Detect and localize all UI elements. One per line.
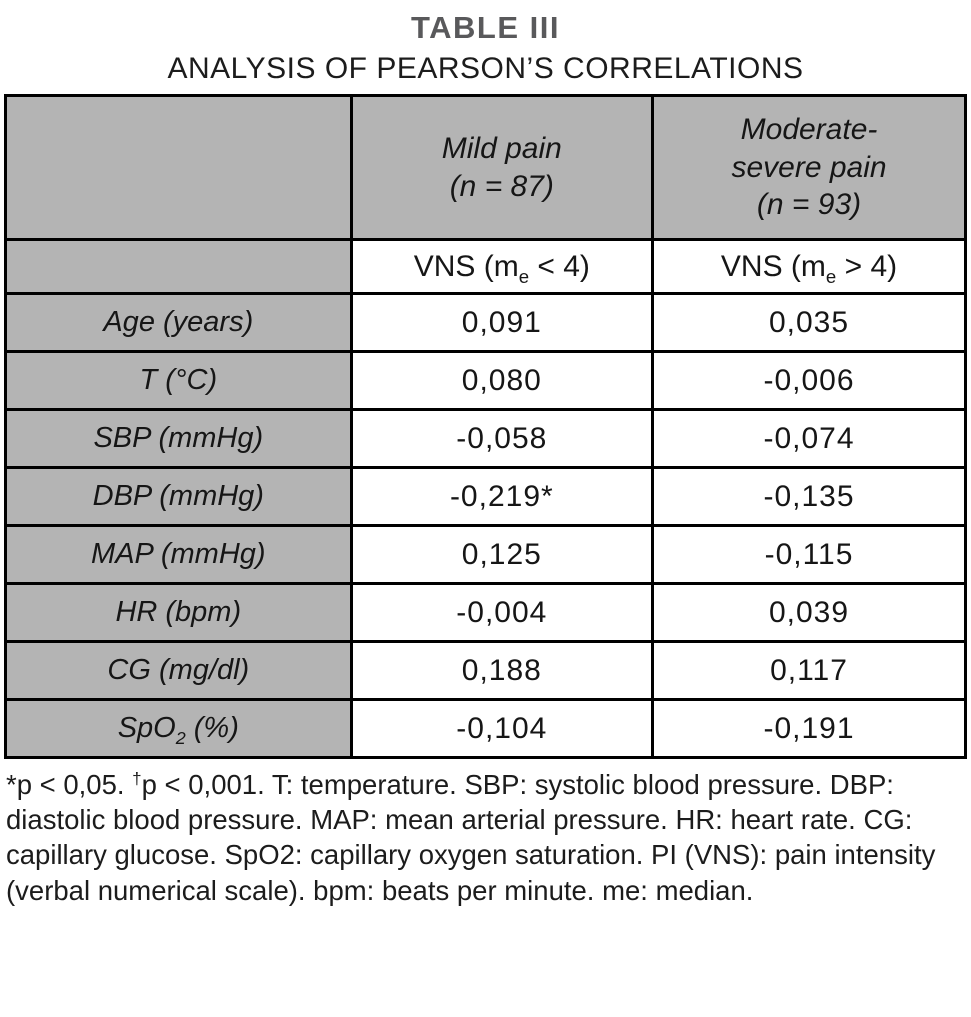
- group-header-row: Mild pain (n = 87) Moderate- severe pain…: [4, 94, 967, 241]
- vns-corner-cell: [4, 238, 353, 295]
- row-label-text: SpO: [117, 712, 176, 744]
- row-label-text: SBP (mmHg): [93, 422, 264, 454]
- dagger-symbol: †: [132, 768, 142, 788]
- correlation-value-modsev: 0,035: [651, 292, 967, 353]
- row-label: T (°C): [4, 350, 353, 411]
- vns-subscript: e: [518, 265, 530, 287]
- correlation-value-mild: 0,125: [349, 524, 655, 585]
- footnote-text: *p < 0,05.: [6, 769, 133, 800]
- col-header-mild-pain: Mild pain (n = 87): [349, 94, 655, 241]
- correlation-value-mild: 0,091: [349, 292, 655, 353]
- row-label: MAP (mmHg): [4, 524, 353, 585]
- row-label: DBP (mmHg): [4, 466, 353, 527]
- vns-subscript: e: [825, 265, 837, 287]
- table-subtitle: ANALYSIS OF PEARSON’S CORRELATIONS: [167, 52, 804, 85]
- correlation-value-mild: 0,188: [349, 640, 655, 701]
- row-label: Age (years): [4, 292, 353, 353]
- correlation-value-modsev: 0,117: [651, 640, 967, 701]
- table-row-hr: HR (bpm) -0,004 0,039: [4, 582, 967, 643]
- correlation-value-mild: 0,080: [349, 350, 655, 411]
- correlation-value-modsev: -0,191: [651, 698, 967, 759]
- table-row-cg: CG (mg/dl) 0,188 0,117: [4, 640, 967, 701]
- correlation-value-mild: -0,104: [349, 698, 655, 759]
- footnote-text: p < 0,001. T: temperature. SBP: systolic…: [6, 769, 936, 906]
- row-label-text: Age (years): [103, 306, 254, 338]
- vns-header-modsev: VNS (me > 4): [651, 238, 967, 295]
- row-label-text: (%): [185, 712, 239, 744]
- correlation-value-modsev: -0,006: [651, 350, 967, 411]
- correlation-value-modsev: -0,135: [651, 466, 967, 527]
- vns-header-row: VNS (me < 4) VNS (me > 4): [4, 238, 967, 295]
- correlation-value-modsev: 0,039: [651, 582, 967, 643]
- vns-header-text: VNS (m: [413, 249, 519, 283]
- correlation-value-modsev: -0,074: [651, 408, 967, 469]
- vns-header-text: VNS (m: [720, 249, 826, 283]
- row-label-text: T (°C): [139, 364, 218, 396]
- correlation-value-mild: -0,219*: [349, 466, 655, 527]
- row-label-text: MAP (mmHg): [91, 538, 266, 570]
- col-header-moderate-severe-pain: Moderate- severe pain (n = 93): [651, 94, 967, 241]
- table-row-temperature: T (°C) 0,080 -0,006: [4, 350, 967, 411]
- row-label: CG (mg/dl): [4, 640, 353, 701]
- table-row-map: MAP (mmHg) 0,125 -0,115: [4, 524, 967, 585]
- table-row-dbp: DBP (mmHg) -0,219* -0,135: [4, 466, 967, 527]
- corner-cell: [4, 94, 353, 241]
- correlation-value-mild: -0,058: [349, 408, 655, 469]
- table-number-title: TABLE III: [411, 10, 560, 45]
- table-footnote: *p < 0,05. †p < 0,001. T: temperature. S…: [6, 767, 965, 908]
- table-row-spo2: SpO2 (%) -0,104 -0,191: [4, 698, 967, 759]
- vns-header-mild: VNS (me < 4): [349, 238, 655, 295]
- table-row-age: Age (years) 0,091 0,035: [4, 292, 967, 353]
- row-label: HR (bpm): [4, 582, 353, 643]
- row-label-subscript: 2: [175, 727, 186, 748]
- vns-header-text: > 4): [836, 249, 898, 283]
- vns-header-text: < 4): [529, 249, 590, 283]
- table-row-sbp: SBP (mmHg) -0,058 -0,074: [4, 408, 967, 469]
- row-label: SBP (mmHg): [4, 408, 353, 469]
- paper-page: TABLE III ANALYSIS OF PEARSON’S CORRELAT…: [4, 10, 967, 908]
- correlations-table: Mild pain (n = 87) Moderate- severe pain…: [4, 94, 967, 759]
- row-label-text: DBP (mmHg): [92, 480, 264, 512]
- row-label-text: HR (bpm): [115, 596, 242, 628]
- row-label: SpO2 (%): [4, 698, 353, 759]
- row-label-text: CG (mg/dl): [107, 654, 250, 686]
- correlation-value-modsev: -0,115: [651, 524, 967, 585]
- correlation-value-mild: -0,004: [349, 582, 655, 643]
